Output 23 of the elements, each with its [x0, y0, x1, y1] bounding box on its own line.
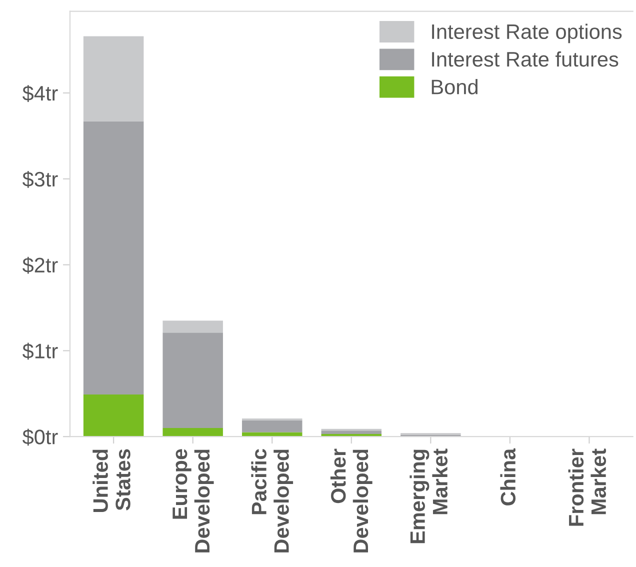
x-tick-label: Pacific Developed [251, 449, 294, 552]
x-tick-label: Other Developed [330, 448, 372, 552]
bar [242, 420, 302, 432]
y-tick-label: $4tr [22, 85, 58, 102]
y-tick-label: $0tr [22, 428, 58, 446]
y-tick-label: $1tr [22, 342, 58, 360]
legend-label: Bond [432, 79, 478, 94]
x-tick-label: China [500, 448, 516, 506]
x-tick-label: Frontier Market [568, 448, 606, 526]
y-tick-label: $3tr [22, 170, 58, 188]
bar [162, 428, 223, 437]
bar [162, 332, 223, 428]
bar [83, 36, 144, 122]
x-tick-label: United States [92, 449, 130, 512]
bar [162, 320, 223, 333]
y-tick-label: $2tr [22, 256, 58, 274]
legend-label: Interest Rate options [432, 24, 622, 44]
x-tick-label: Emerging Market [410, 448, 448, 544]
bar [83, 121, 144, 394]
bar [83, 394, 144, 437]
bar [321, 430, 382, 434]
legend-label: Interest Rate futures [432, 51, 618, 67]
x-tick-label: Europe Developed [172, 449, 214, 552]
